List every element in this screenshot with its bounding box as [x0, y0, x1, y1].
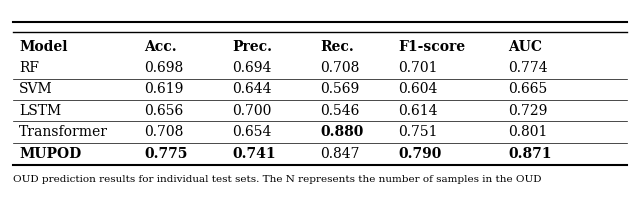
- Text: 0.871: 0.871: [508, 147, 552, 161]
- Text: 0.708: 0.708: [320, 61, 360, 75]
- Text: 0.741: 0.741: [232, 147, 276, 161]
- Text: Prec.: Prec.: [232, 40, 272, 54]
- Text: 0.546: 0.546: [320, 104, 360, 118]
- Text: 0.708: 0.708: [145, 125, 184, 139]
- Text: LSTM: LSTM: [19, 104, 61, 118]
- Text: 0.880: 0.880: [320, 125, 364, 139]
- Text: F1-score: F1-score: [398, 40, 465, 54]
- Text: Acc.: Acc.: [145, 40, 177, 54]
- Text: Transformer: Transformer: [19, 125, 108, 139]
- Text: 0.644: 0.644: [232, 82, 272, 96]
- Text: OUD prediction results for individual test sets. The N represents the number of : OUD prediction results for individual te…: [13, 175, 541, 184]
- Text: Model: Model: [19, 40, 67, 54]
- Text: MUPOD: MUPOD: [19, 147, 81, 161]
- Text: 0.729: 0.729: [508, 104, 548, 118]
- Text: 0.569: 0.569: [320, 82, 359, 96]
- Text: 0.654: 0.654: [232, 125, 271, 139]
- Text: 0.701: 0.701: [398, 61, 438, 75]
- Text: AUC: AUC: [508, 40, 542, 54]
- Text: RF: RF: [19, 61, 39, 75]
- Text: 0.700: 0.700: [232, 104, 271, 118]
- Text: 0.619: 0.619: [145, 82, 184, 96]
- Text: 0.604: 0.604: [398, 82, 438, 96]
- Text: 0.694: 0.694: [232, 61, 271, 75]
- Text: Rec.: Rec.: [320, 40, 354, 54]
- Text: 0.751: 0.751: [398, 125, 438, 139]
- Text: 0.790: 0.790: [398, 147, 442, 161]
- Text: 0.775: 0.775: [145, 147, 188, 161]
- Text: SVM: SVM: [19, 82, 52, 96]
- Text: 0.774: 0.774: [508, 61, 548, 75]
- Text: 0.665: 0.665: [508, 82, 547, 96]
- Text: 0.698: 0.698: [145, 61, 184, 75]
- Text: 0.801: 0.801: [508, 125, 548, 139]
- Text: 0.614: 0.614: [398, 104, 438, 118]
- Text: 0.656: 0.656: [145, 104, 184, 118]
- Text: 0.847: 0.847: [320, 147, 360, 161]
